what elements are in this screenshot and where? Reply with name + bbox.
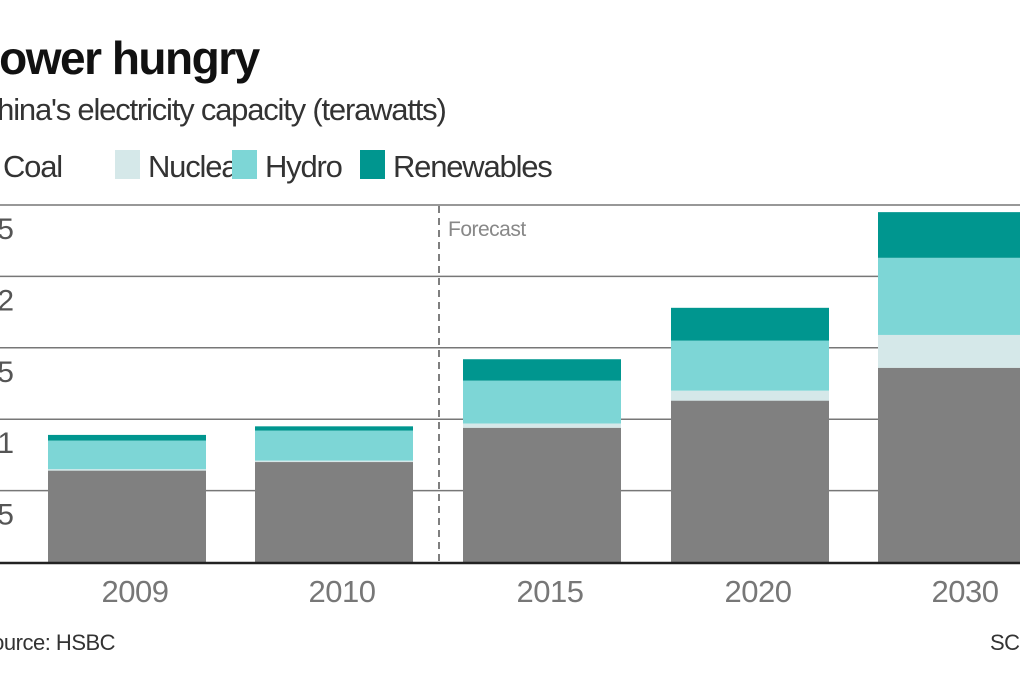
bars: [48, 212, 1020, 562]
bar-2009-hydro: [48, 440, 206, 470]
bar-2020-renewables: [671, 307, 829, 341]
legend-swatch-nuclear: [115, 150, 140, 179]
legend-label-renewables: Renewables: [393, 149, 552, 184]
bar-2010-coal: [255, 462, 413, 562]
bar-2015-coal: [463, 427, 621, 562]
y-tick-label: 2.5: [0, 213, 14, 246]
legend-swatch-renewables: [360, 150, 385, 179]
y-tick-label: 1: [0, 427, 14, 460]
x-tick-label: 2030: [932, 574, 999, 609]
forecast-label: Forecast: [448, 218, 526, 241]
y-tick-label: 2: [0, 284, 14, 317]
legend-label-nuclear: Nuclear: [148, 149, 247, 184]
bar-2020-hydro: [671, 340, 829, 391]
legend-label-hydro: Hydro: [265, 149, 342, 184]
x-axis-labels: 2009 2010 2015 2020 2030: [102, 574, 1000, 609]
legend: Coal Nuclear Hydro Renewables: [3, 149, 554, 184]
x-tick-label: 2015: [517, 574, 584, 609]
credit-note: SCMP: [990, 630, 1020, 655]
legend-swatch-hydro: [232, 150, 257, 179]
y-tick-label: 1.5: [0, 356, 14, 389]
x-tick-label: 2020: [725, 574, 792, 609]
bar-2009-coal: [48, 470, 206, 562]
source-note: Source: HSBC: [0, 630, 116, 655]
bar-2030-coal: [878, 367, 1020, 562]
x-tick-label: 2010: [309, 574, 376, 609]
bar-2020-nuclear: [671, 390, 829, 401]
bar-2015-nuclear: [463, 423, 621, 428]
bar-2010-hydro: [255, 430, 413, 461]
y-tick-label: 0.5: [0, 499, 14, 532]
bar-2015-renewables: [463, 359, 621, 381]
legend-label-coal: Coal: [3, 149, 62, 184]
bar-2010-nuclear: [255, 460, 413, 463]
bar-2020-coal: [671, 400, 829, 562]
bar-2030-renewables: [878, 212, 1020, 258]
x-tick-label: 2009: [102, 574, 169, 609]
bar-2030-nuclear: [878, 334, 1020, 368]
bar-2030-hydro: [878, 257, 1020, 335]
bar-2010-renewables: [255, 426, 413, 431]
bar-2009-renewables: [48, 434, 206, 441]
chart-subtitle: China's electricity capacity (terawatts): [0, 92, 446, 127]
chart-title: Power hungry: [0, 32, 261, 84]
bar-2015-hydro: [463, 380, 621, 424]
bar-2009-nuclear: [48, 469, 206, 471]
